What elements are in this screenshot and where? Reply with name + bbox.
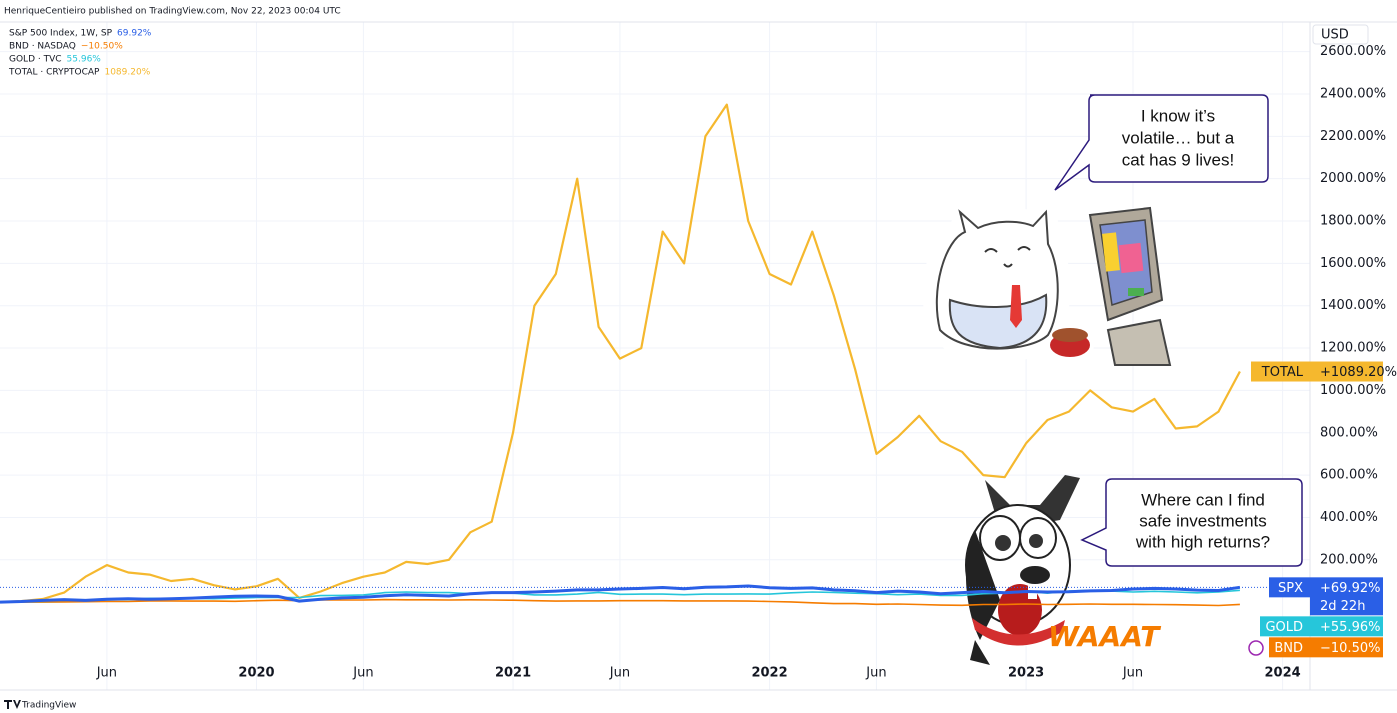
- legend-name: S&P 500 Index, 1W, SP: [9, 29, 113, 39]
- tag-value-box: [1310, 361, 1383, 382]
- tag-value: +1089.20%: [1320, 365, 1397, 380]
- y-tick-label: 2600.00%: [1320, 44, 1386, 59]
- x-tick-label: Jun: [352, 666, 373, 681]
- legend-value: 69.92%: [117, 29, 152, 39]
- tag-value: +69.92%: [1320, 581, 1380, 596]
- tag-name-box: [1269, 637, 1310, 658]
- footer: TradingView: [21, 701, 76, 711]
- legend-name: TOTAL · CRYPTOCAP: [8, 68, 100, 78]
- x-tick-label: 2021: [495, 666, 531, 681]
- tag-value-box: [1310, 637, 1383, 658]
- bubble-line: safe investments: [1139, 511, 1267, 530]
- tag-name: BND: [1274, 641, 1303, 656]
- x-tick-label: Jun: [865, 666, 886, 681]
- x-tick-label: 2022: [751, 666, 787, 681]
- legend-name: GOLD · TVC: [9, 55, 62, 65]
- x-tick-label: Jun: [609, 666, 630, 681]
- bubble-line: cat has 9 lives!: [1122, 150, 1234, 169]
- tag-name-box: [1269, 577, 1310, 598]
- x-tick-label: Jun: [1122, 666, 1143, 681]
- header: HenriqueCentieiro published on TradingVi…: [4, 7, 341, 17]
- tag-name: SPX: [1278, 581, 1303, 596]
- legend: S&P 500 Index, 1W, SP 69.92% BND · NASDAQ −…: [8, 29, 152, 78]
- countdown: 2d 22h: [1320, 599, 1365, 614]
- cat-illustration: [922, 185, 1172, 366]
- tag-value-box: [1310, 616, 1383, 637]
- currency-box: [1312, 24, 1369, 45]
- cat-bubble: [1054, 94, 1269, 191]
- tag-name: TOTAL: [1261, 365, 1304, 380]
- dog-shout: WAAAT: [1048, 620, 1161, 653]
- logo: [4, 700, 21, 709]
- bubble-line: I know it’s: [1141, 106, 1215, 125]
- y-tick-label: 1400.00%: [1320, 298, 1386, 313]
- y-tick-label: 200.00%: [1320, 552, 1378, 567]
- series: [0, 103, 1310, 607]
- y-tick-label: 600.00%: [1320, 468, 1378, 483]
- x-tick-label: 2020: [238, 666, 274, 681]
- y-tick-label: 2400.00%: [1320, 86, 1386, 101]
- y-tick-label: 1600.00%: [1320, 256, 1386, 271]
- x-tick-label: 2023: [1008, 666, 1044, 681]
- y-tick-label: 1000.00%: [1320, 383, 1386, 398]
- bubble-line: Where can I find: [1141, 490, 1265, 509]
- dog-text: Where can I find safe investments with hig…: [1135, 490, 1270, 551]
- legend-name: BND · NASDAQ: [9, 42, 76, 52]
- tag-name: GOLD: [1265, 620, 1303, 635]
- y-tick-label: 1200.00%: [1320, 341, 1386, 356]
- price-tags: TOTAL +1089.20% SPX +69.92% 2d 22h GOLD +55.96…: [1251, 361, 1397, 658]
- legend-value: 1089.20%: [104, 68, 150, 78]
- x-tick-label: Jun: [96, 666, 117, 681]
- bubble-line: with high returns?: [1135, 532, 1270, 551]
- series-line: [0, 598, 1240, 607]
- cat-text: I know it’s volatile… but a cat has 9 live…: [1122, 106, 1235, 169]
- tag-name-box: [1260, 616, 1310, 637]
- legend-value: −10.50%: [81, 42, 123, 52]
- y-tick-label: 1800.00%: [1320, 214, 1386, 229]
- x-tick-label: 2024: [1265, 666, 1301, 681]
- alert-icon[interactable]: [1248, 640, 1264, 656]
- series-line: [0, 103, 1241, 604]
- dog-bubble: [1080, 478, 1303, 567]
- y-tick-label: 2200.00%: [1320, 129, 1386, 144]
- y-tick-label: 2000.00%: [1320, 171, 1386, 186]
- series-line: [0, 584, 1241, 604]
- tag-value: +55.96%: [1320, 620, 1380, 635]
- currency: USD: [1321, 28, 1349, 43]
- y-tick-label: 400.00%: [1320, 510, 1378, 525]
- tag-value-box: [1310, 577, 1383, 616]
- tag-value: −10.50%: [1320, 641, 1380, 656]
- legend-value: 55.96%: [67, 55, 102, 65]
- tag-name-box: [1251, 361, 1310, 382]
- dog-illustration: [965, 475, 1080, 665]
- y-tick-label: 800.00%: [1320, 425, 1378, 440]
- bubble-line: volatile… but a: [1122, 128, 1235, 147]
